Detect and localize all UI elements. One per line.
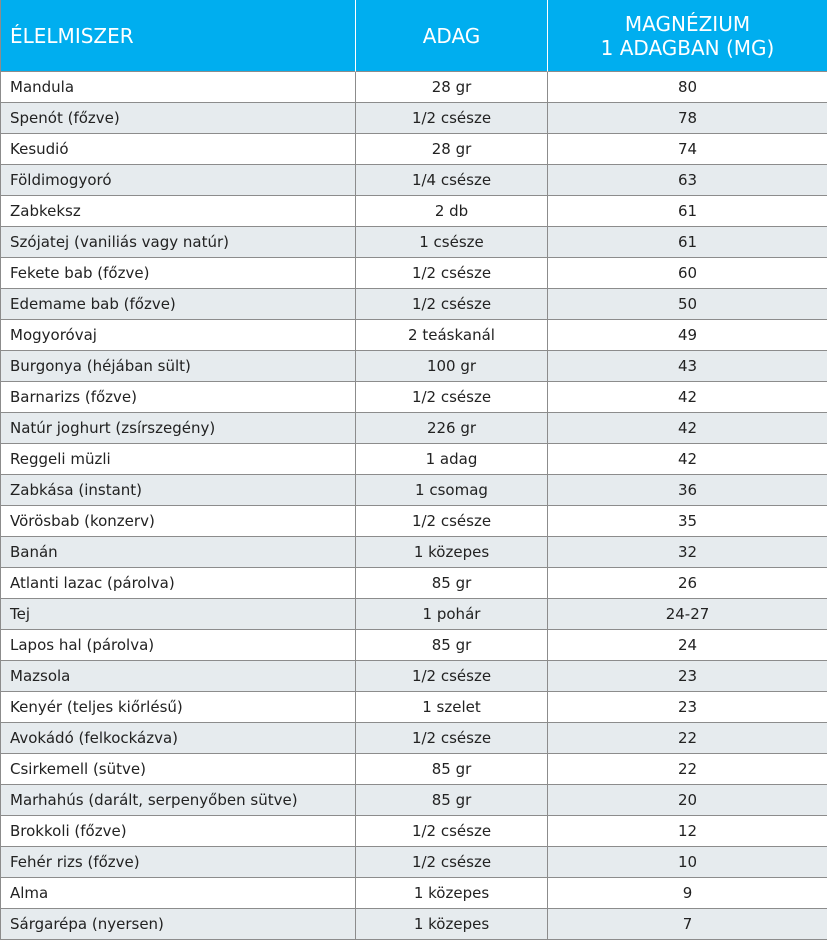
serving-cell: 1/2 csésze [356,847,548,878]
food-cell: Csirkemell (sütve) [1,754,356,785]
header-line: MAGNÉZIUM [624,11,751,36]
food-cell: Mazsola [1,661,356,692]
food-cell: Zabkása (instant) [1,475,356,506]
serving-cell: 28 gr [356,72,548,103]
food-cell: Banán [1,537,356,568]
food-cell: Fehér rizs (főzve) [1,847,356,878]
serving-cell: 1/2 csésze [356,382,548,413]
food-cell: Szójatej (vaniliás vagy natúr) [1,227,356,258]
food-cell: Kesudió [1,134,356,165]
serving-cell: 28 gr [356,134,548,165]
serving-cell: 1 közepes [356,878,548,909]
magnesium-cell: 20 [548,785,827,816]
food-cell: Földimogyoró [1,165,356,196]
serving-cell: 1/4 csésze [356,165,548,196]
magnesium-cell: 60 [548,258,827,289]
food-cell: Vörösbab (konzerv) [1,506,356,537]
food-cell: Mandula [1,72,356,103]
food-cell: Alma [1,878,356,909]
serving-cell: 1/2 csésze [356,816,548,847]
serving-cell: 1/2 csésze [356,661,548,692]
food-cell: Lapos hal (párolva) [1,630,356,661]
food-cell: Mogyoróvaj [1,320,356,351]
magnesium-cell: 10 [548,847,827,878]
food-cell: Spenót (főzve) [1,103,356,134]
serving-cell: 1 csomag [356,475,548,506]
serving-cell: 1 pohár [356,599,548,630]
serving-cell: 1 közepes [356,909,548,940]
serving-cell: 1/2 csésze [356,506,548,537]
serving-cell: 2 db [356,196,548,227]
magnesium-cell: 61 [548,196,827,227]
serving-cell: 2 teáskanál [356,320,548,351]
magnesium-cell: 22 [548,754,827,785]
magnesium-cell: 24 [548,630,827,661]
serving-cell: 85 gr [356,568,548,599]
header-line: 1 ADAGBAN (MG) [600,35,775,60]
food-cell: Edemame bab (főzve) [1,289,356,320]
magnesium-cell: 36 [548,475,827,506]
serving-cell: 85 gr [356,630,548,661]
serving-cell: 1 csésze [356,227,548,258]
magnesium-cell: 78 [548,103,827,134]
magnesium-cell: 22 [548,723,827,754]
serving-cell: 1/2 csésze [356,103,548,134]
magnesium-cell: 42 [548,413,827,444]
serving-cell: 100 gr [356,351,548,382]
food-cell: Brokkoli (főzve) [1,816,356,847]
magnesium-cell: 49 [548,320,827,351]
magnesium-cell: 35 [548,506,827,537]
serving-cell: 85 gr [356,785,548,816]
food-cell: Avokádó (felkockázva) [1,723,356,754]
magnesium-cell: 23 [548,692,827,723]
magnesium-cell: 42 [548,382,827,413]
food-cell: Barnarizs (főzve) [1,382,356,413]
magnesium-cell: 80 [548,72,827,103]
serving-cell: 1 szelet [356,692,548,723]
magnesium-cell: 43 [548,351,827,382]
magnesium-cell: 26 [548,568,827,599]
magnesium-cell: 32 [548,537,827,568]
header-cell: ADAG [356,0,548,72]
food-cell: Reggeli müzli [1,444,356,475]
food-cell: Burgonya (héjában sült) [1,351,356,382]
serving-cell: 1/2 csésze [356,723,548,754]
food-cell: Tej [1,599,356,630]
magnesium-cell: 63 [548,165,827,196]
magnesium-cell: 7 [548,909,827,940]
food-cell: Atlanti lazac (párolva) [1,568,356,599]
magnesium-cell: 42 [548,444,827,475]
magnesium-cell: 12 [548,816,827,847]
magnesium-cell: 23 [548,661,827,692]
magnesium-cell: 50 [548,289,827,320]
food-cell: Kenyér (teljes kiőrlésű) [1,692,356,723]
magnesium-cell: 61 [548,227,827,258]
magnesium-cell: 74 [548,134,827,165]
food-cell: Sárgarépa (nyersen) [1,909,356,940]
magnesium-cell: 24-27 [548,599,827,630]
header-cell: ÉLELMISZER [1,0,356,72]
serving-cell: 1 adag [356,444,548,475]
header-cell: MAGNÉZIUM 1 ADAGBAN (MG) [548,0,827,72]
serving-cell: 1/2 csésze [356,289,548,320]
serving-cell: 85 gr [356,754,548,785]
serving-cell: 226 gr [356,413,548,444]
food-cell: Marhahús (darált, serpenyőben sütve) [1,785,356,816]
food-cell: Fekete bab (főzve) [1,258,356,289]
food-cell: Natúr joghurt (zsírszegény) [1,413,356,444]
serving-cell: 1 közepes [356,537,548,568]
food-cell: Zabkeksz [1,196,356,227]
magnesium-cell: 9 [548,878,827,909]
serving-cell: 1/2 csésze [356,258,548,289]
